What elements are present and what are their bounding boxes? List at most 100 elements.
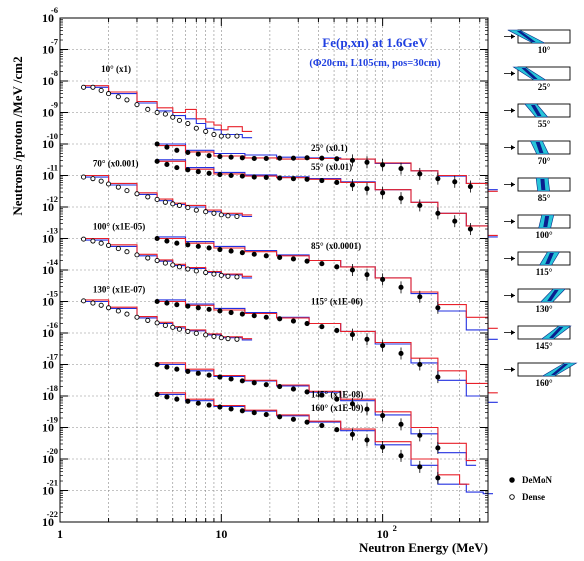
calc-line-red — [83, 85, 253, 132]
data-point — [170, 262, 176, 268]
x-tick-label: 10 — [215, 527, 227, 541]
data-point — [174, 240, 180, 246]
data-point — [234, 274, 240, 280]
data-point — [228, 248, 234, 254]
calc-line-red — [157, 145, 498, 192]
data-point — [417, 202, 423, 208]
data-point — [90, 84, 96, 90]
y-tick-exponent: -10 — [47, 131, 58, 141]
data-point — [185, 242, 191, 248]
data-point — [435, 305, 441, 311]
y-tick-exponent: -17 — [47, 352, 59, 362]
detector-core — [549, 327, 564, 338]
y-tick-exponent: -11 — [47, 163, 58, 173]
data-point — [290, 318, 296, 324]
legend-label: Dense — [522, 492, 545, 502]
series-annotation: 10° (x1) — [101, 64, 131, 74]
data-point — [417, 361, 423, 368]
data-point — [193, 268, 199, 274]
data-point — [162, 111, 168, 117]
data-point — [398, 166, 404, 172]
y-tick-label: 10 — [42, 515, 54, 529]
data-point — [154, 298, 160, 305]
data-point — [154, 109, 160, 116]
series-annotation: 100° (x1E-05) — [93, 222, 145, 232]
data-point — [290, 386, 296, 392]
data-point — [251, 155, 257, 162]
series-annotation: 25° (x0.1) — [311, 143, 348, 153]
data-point — [124, 249, 130, 255]
data-point — [185, 149, 191, 156]
data-point — [193, 207, 199, 213]
data-point — [164, 144, 170, 150]
data-point — [164, 161, 170, 168]
data-point — [228, 154, 234, 160]
data-point — [364, 159, 370, 165]
beam-arrow-head — [511, 182, 515, 187]
data-point — [174, 366, 180, 372]
data-point — [467, 183, 473, 190]
data-point — [176, 202, 182, 208]
series-annotation: 85° (x0.0001) — [311, 241, 361, 251]
series-7 — [81, 298, 253, 342]
data-point — [174, 147, 180, 153]
data-point — [98, 178, 104, 184]
data-point — [334, 427, 340, 433]
y-tick-exponent: -18 — [47, 383, 58, 393]
data-point — [398, 453, 404, 459]
data-point — [239, 173, 245, 179]
data-point — [263, 412, 269, 418]
data-point — [124, 311, 130, 317]
y-tick-label: 10 — [42, 137, 54, 151]
legend: DeMoN Dense — [509, 475, 552, 502]
data-point — [334, 264, 340, 270]
y-tick-exponent: -7 — [51, 37, 59, 47]
y-tick-exponent: -14 — [47, 257, 59, 267]
data-point — [134, 102, 140, 108]
beam-arrow-head — [511, 330, 515, 335]
data-point — [452, 179, 458, 185]
data-point — [90, 238, 96, 244]
data-point — [134, 252, 140, 258]
beam-arrow-head — [511, 108, 515, 113]
data-point — [154, 158, 160, 164]
data-point — [364, 437, 370, 443]
data-point — [154, 361, 160, 368]
geometry-angle-label: 115° — [536, 267, 553, 277]
calc-line-red — [83, 237, 253, 277]
calc-line-blue — [157, 363, 477, 466]
data-point — [349, 401, 355, 407]
y-tick-label: 10 — [42, 43, 54, 57]
y-tick-exponent: -20 — [47, 446, 58, 456]
data-point — [304, 320, 310, 327]
geometry-icon: 55° — [504, 103, 571, 129]
beam-arrow-head — [511, 293, 515, 298]
data-point — [154, 320, 160, 326]
data-point — [90, 300, 96, 306]
data-point — [319, 177, 325, 184]
y-tick-exponent: -19 — [47, 415, 58, 425]
data-point — [435, 475, 441, 481]
data-point — [217, 246, 223, 253]
data-point — [319, 261, 325, 267]
geometry-icon: 10° — [504, 29, 571, 55]
calc-line-red — [83, 174, 253, 216]
data-point — [277, 175, 283, 181]
data-point — [164, 238, 170, 244]
detector-core — [551, 364, 569, 375]
data-point — [277, 414, 283, 420]
detector-core — [543, 216, 550, 227]
data-point — [206, 153, 212, 159]
data-point — [290, 155, 296, 161]
data-point — [251, 410, 257, 416]
data-point — [380, 276, 386, 283]
data-point — [435, 176, 441, 182]
y-tick-label: 10 — [42, 421, 54, 435]
y-tick-exponent: -13 — [47, 226, 58, 236]
y-axis-label: Neutrons /proton /MeV /cm2 — [10, 56, 25, 215]
data-point — [154, 235, 160, 242]
geometry-angle-label: 130° — [535, 304, 553, 314]
geometry-icon: 130° — [504, 288, 571, 314]
series-2 — [154, 158, 498, 238]
series-3 — [81, 174, 253, 219]
